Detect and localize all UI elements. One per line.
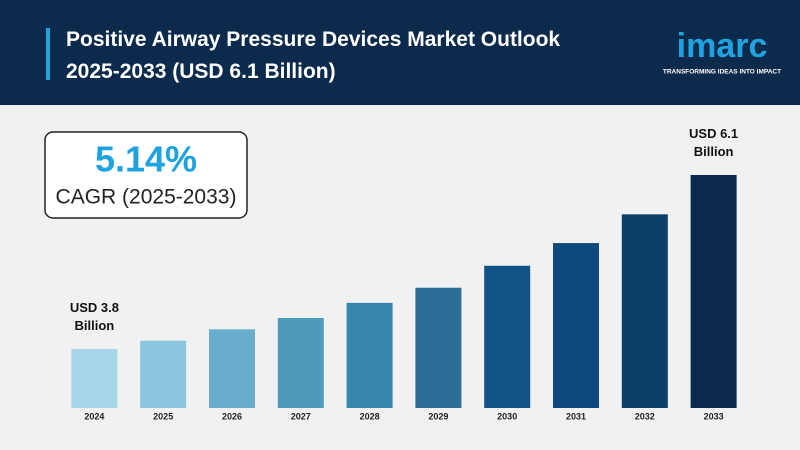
x-tick-label: 2025 (153, 411, 173, 421)
logo: imarc (677, 27, 768, 65)
x-tick-label: 2028 (360, 411, 380, 421)
chart-title: Positive Airway Pressure Devices Market … (66, 28, 560, 83)
cagr-value: 5.14% (95, 139, 197, 180)
x-tick-label: 2029 (428, 411, 448, 421)
bar (415, 287, 462, 408)
bar (277, 317, 324, 408)
bar (71, 349, 118, 408)
bar (346, 302, 393, 408)
cagr-label: CAGR (2025-2033) (56, 186, 237, 209)
x-tick-label: 2024 (84, 411, 104, 421)
bar (140, 340, 187, 408)
bar (553, 243, 599, 408)
cagr-box (44, 131, 248, 219)
x-tick-label: 2032 (635, 411, 655, 421)
value-label: USD 6.1 Billion (689, 126, 738, 159)
x-tick-label: 2031 (566, 411, 586, 421)
accent-bar (46, 28, 50, 80)
x-tick-label: 2033 (704, 411, 724, 421)
logo-tagline: TRANSFORMING IDEAS INTO IMPACT (663, 69, 781, 76)
bar (209, 329, 255, 408)
value-label: USD 3.8 Billion (70, 300, 119, 333)
bar (484, 265, 531, 408)
header (0, 0, 800, 105)
bar (621, 214, 668, 408)
bar (690, 175, 737, 408)
x-tick-label: 2030 (497, 411, 517, 421)
x-tick-label: 2027 (291, 411, 311, 421)
x-tick-label: 2026 (222, 411, 242, 421)
